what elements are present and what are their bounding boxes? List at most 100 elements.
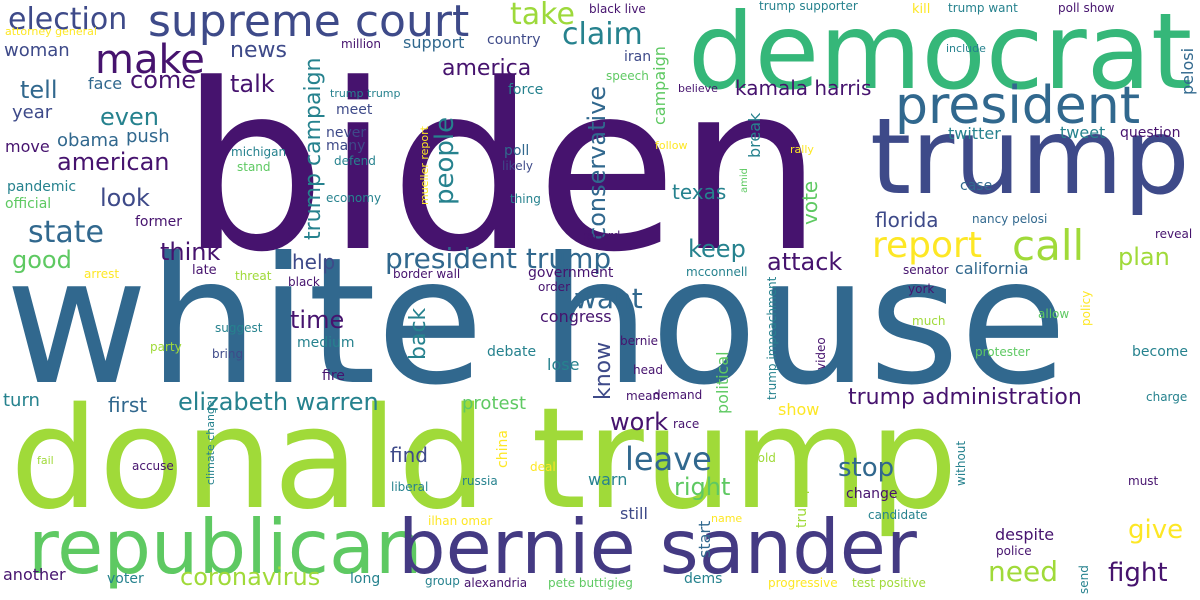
word-suggest: suggest xyxy=(215,321,263,335)
word-donald-trump: donald trump xyxy=(10,378,958,541)
word-million: million xyxy=(341,37,381,51)
word-face: face xyxy=(88,74,123,93)
word-government: government xyxy=(528,265,614,281)
word-know: know xyxy=(591,341,616,400)
word-official: official xyxy=(5,196,52,212)
word-deal: deal xyxy=(530,460,556,474)
word-woman: woman xyxy=(4,40,70,61)
word-york: york xyxy=(908,282,935,296)
word-mcconnell: mcconnell xyxy=(686,265,748,279)
word-trump-supporter: trump supporter xyxy=(759,0,858,13)
word-take: take xyxy=(510,0,575,32)
word-news: news xyxy=(230,38,287,63)
word-vote: vote xyxy=(798,180,822,225)
word-president-trump: president trump xyxy=(385,242,612,275)
word-political: political xyxy=(713,351,732,414)
word-democrat: democrat xyxy=(688,0,1193,113)
word-plan: plan xyxy=(1118,243,1170,271)
word-turn: turn xyxy=(3,390,40,411)
word-meet: meet xyxy=(336,102,373,118)
word-pelosi: pelosi xyxy=(1178,47,1197,95)
word-russia: russia xyxy=(462,474,498,488)
word-progressive: progressive xyxy=(768,576,838,590)
word-likely: likely xyxy=(502,159,534,173)
word-question: question xyxy=(1120,125,1181,141)
word-tell: tell xyxy=(20,76,58,104)
word-rally: rally xyxy=(790,143,814,156)
word-time: time xyxy=(290,306,345,334)
word-claim: claim xyxy=(562,17,643,52)
word-still: still xyxy=(620,504,648,523)
word-defend: defend xyxy=(334,154,376,168)
word-american: american xyxy=(57,148,170,176)
word-much: much xyxy=(912,314,946,328)
word-become: become xyxy=(1132,344,1189,360)
word-poll-show: poll show xyxy=(1058,1,1115,15)
word-trump-campaign: trump campaign xyxy=(301,57,326,240)
word-kill: kill xyxy=(912,2,931,17)
word-climate-change: climate change xyxy=(204,400,217,485)
word-election: election xyxy=(8,2,128,37)
word-former: former xyxy=(135,214,183,230)
word-bernie-sander: bernie sander xyxy=(398,503,917,591)
word-fight: fight xyxy=(1108,558,1168,588)
word-accuse: accuse xyxy=(132,459,174,473)
word-break: break xyxy=(745,112,764,158)
word-debate: debate xyxy=(487,344,537,360)
word-group: group xyxy=(425,574,460,588)
word-believe: believe xyxy=(678,82,718,95)
word-reveal: reveal xyxy=(1155,227,1193,241)
word-michigan: michigan xyxy=(231,145,287,159)
word-trump-impeachment: trump impeachment xyxy=(765,276,779,400)
word-allow: allow xyxy=(1038,307,1070,321)
word-voter: voter xyxy=(107,571,144,587)
word-speech: speech xyxy=(606,69,649,83)
word-poll: poll xyxy=(504,143,530,159)
word-keep: keep xyxy=(688,235,746,263)
word-nancy-pelosi: nancy pelosi xyxy=(972,212,1048,226)
word-need: need xyxy=(988,555,1058,588)
word-trump-administration: trump administration xyxy=(848,385,1082,410)
word-liberal: liberal xyxy=(391,480,429,494)
word-trump: trump xyxy=(870,96,1190,218)
word-elizabeth-warren: elizabeth warren xyxy=(178,388,379,416)
word-give: give xyxy=(1128,515,1184,545)
word-many: many xyxy=(326,138,366,154)
word-order: order xyxy=(538,280,570,294)
word-amid: amid xyxy=(739,168,750,193)
word-coronavirus: coronavirus xyxy=(180,563,321,591)
word-leave: leave xyxy=(625,440,712,478)
word-white-house: white house xyxy=(5,221,1068,424)
word-fire: fire xyxy=(322,368,345,384)
word-mean: mean xyxy=(626,389,661,403)
word-long: long xyxy=(350,571,381,587)
word-senator: senator xyxy=(903,263,949,277)
word-send: send xyxy=(1077,565,1091,594)
word-case: case xyxy=(960,178,993,194)
word-think: think xyxy=(160,238,221,266)
word-attorney-general: attorney general xyxy=(5,25,97,38)
word-policy: policy xyxy=(1079,290,1093,326)
word-mueller-report: mueller report xyxy=(418,126,431,205)
word-president: president xyxy=(895,76,1141,136)
word-economy: economy xyxy=(326,191,382,205)
word-tweet: tweet xyxy=(1060,123,1106,142)
word-call: call xyxy=(1012,221,1085,270)
word-look: look xyxy=(100,184,150,212)
word-another: another xyxy=(3,565,66,584)
word-attack: attack xyxy=(767,248,843,276)
word-name: name xyxy=(711,512,743,525)
word-push: push xyxy=(126,126,170,147)
word-show: show xyxy=(778,400,820,419)
word-work: work xyxy=(610,408,669,436)
word-biden: biden xyxy=(180,36,824,303)
word-country: country xyxy=(487,32,541,48)
word-arrest: arrest xyxy=(84,267,120,281)
word-ilhan-omar: ilhan omar xyxy=(428,514,493,528)
word-thing: thing xyxy=(510,192,541,206)
word-people: people xyxy=(430,116,460,205)
word-year: year xyxy=(12,102,53,123)
word-head: head xyxy=(633,363,663,377)
word-campaign: campaign xyxy=(650,46,669,125)
